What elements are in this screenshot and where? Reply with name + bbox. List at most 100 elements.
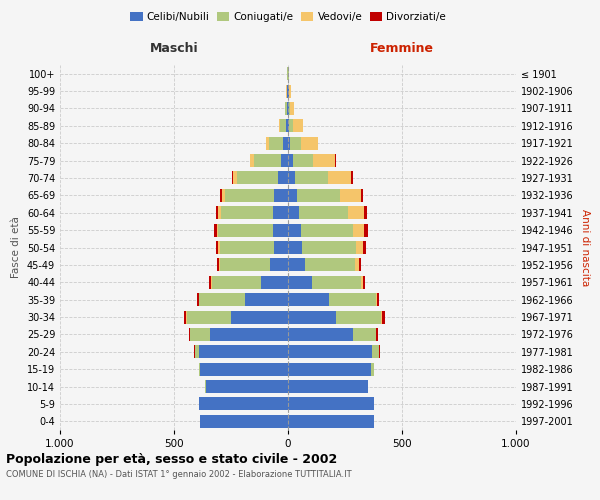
Bar (216, 206, 218, 220)
Bar (288, 224, 301, 236)
Bar (312, 276, 361, 289)
Bar (288, 328, 353, 341)
Bar (290, 136, 301, 149)
Bar (281, 154, 288, 167)
Bar (364, 224, 368, 236)
Bar (190, 328, 211, 341)
Bar (211, 276, 212, 289)
Bar (250, 154, 254, 167)
Bar (288, 189, 297, 202)
Bar (220, 258, 270, 272)
Legend: Celibi/Nubili, Coniugati/e, Vedovi/e, Divorziati/e: Celibi/Nubili, Coniugati/e, Vedovi/e, Di… (126, 8, 450, 26)
Bar (376, 328, 377, 341)
Bar (364, 206, 367, 220)
Bar (209, 276, 211, 289)
Bar (301, 136, 317, 149)
Bar (206, 380, 288, 393)
Bar (222, 189, 226, 202)
Bar (184, 310, 186, 324)
Bar (218, 241, 220, 254)
Bar (349, 206, 364, 220)
Bar (286, 120, 288, 132)
Bar (214, 224, 217, 236)
Bar (288, 415, 373, 428)
Bar (199, 398, 288, 410)
Bar (371, 362, 373, 376)
Bar (328, 172, 350, 184)
Bar (219, 258, 220, 272)
Bar (336, 310, 382, 324)
Bar (197, 293, 199, 306)
Bar (187, 310, 231, 324)
Bar (313, 154, 335, 167)
Bar (288, 84, 289, 98)
Bar (274, 241, 288, 254)
Bar (353, 328, 376, 341)
Bar (355, 258, 359, 272)
Bar (188, 328, 190, 341)
Bar (266, 136, 269, 149)
Bar (221, 206, 273, 220)
Bar (376, 293, 377, 306)
Bar (287, 102, 288, 115)
Bar (285, 102, 287, 115)
Bar (329, 293, 376, 306)
Bar (288, 398, 373, 410)
Bar (363, 276, 365, 289)
Bar (278, 172, 288, 184)
Bar (288, 346, 373, 358)
Bar (273, 224, 288, 236)
Bar (245, 293, 288, 306)
Bar (288, 276, 312, 289)
Bar (373, 346, 379, 358)
Bar (288, 206, 299, 220)
Bar (361, 276, 363, 289)
Bar (289, 102, 290, 115)
Bar (297, 189, 340, 202)
Bar (290, 102, 294, 115)
Bar (287, 84, 288, 98)
Text: Femmine: Femmine (370, 42, 434, 54)
Bar (279, 120, 280, 132)
Bar (280, 120, 286, 132)
Text: Maschi: Maschi (149, 42, 199, 54)
Bar (233, 172, 236, 184)
Bar (218, 206, 221, 220)
Bar (288, 258, 305, 272)
Bar (231, 310, 288, 324)
Bar (218, 224, 273, 236)
Bar (269, 136, 283, 149)
Bar (288, 362, 371, 376)
Bar (340, 189, 361, 202)
Y-axis label: Fasce di età: Fasce di età (11, 216, 21, 278)
Text: Popolazione per età, sesso e stato civile - 2002: Popolazione per età, sesso e stato civil… (6, 452, 337, 466)
Bar (289, 120, 293, 132)
Bar (199, 293, 245, 306)
Bar (299, 206, 349, 220)
Bar (232, 172, 233, 184)
Bar (274, 189, 288, 202)
Bar (254, 154, 281, 167)
Bar (353, 224, 364, 236)
Bar (288, 241, 302, 254)
Bar (361, 189, 363, 202)
Bar (301, 224, 353, 236)
Bar (283, 136, 288, 149)
Bar (288, 310, 336, 324)
Bar (217, 224, 218, 236)
Bar (260, 276, 288, 289)
Bar (273, 206, 288, 220)
Bar (288, 120, 289, 132)
Bar (288, 172, 295, 184)
Bar (200, 415, 288, 428)
Bar (270, 258, 288, 272)
Bar (288, 136, 290, 149)
Bar (212, 276, 260, 289)
Bar (226, 189, 274, 202)
Bar (335, 154, 336, 167)
Bar (363, 241, 366, 254)
Y-axis label: Anni di nascita: Anni di nascita (580, 209, 590, 286)
Bar (217, 258, 219, 272)
Bar (305, 258, 355, 272)
Bar (194, 346, 199, 358)
